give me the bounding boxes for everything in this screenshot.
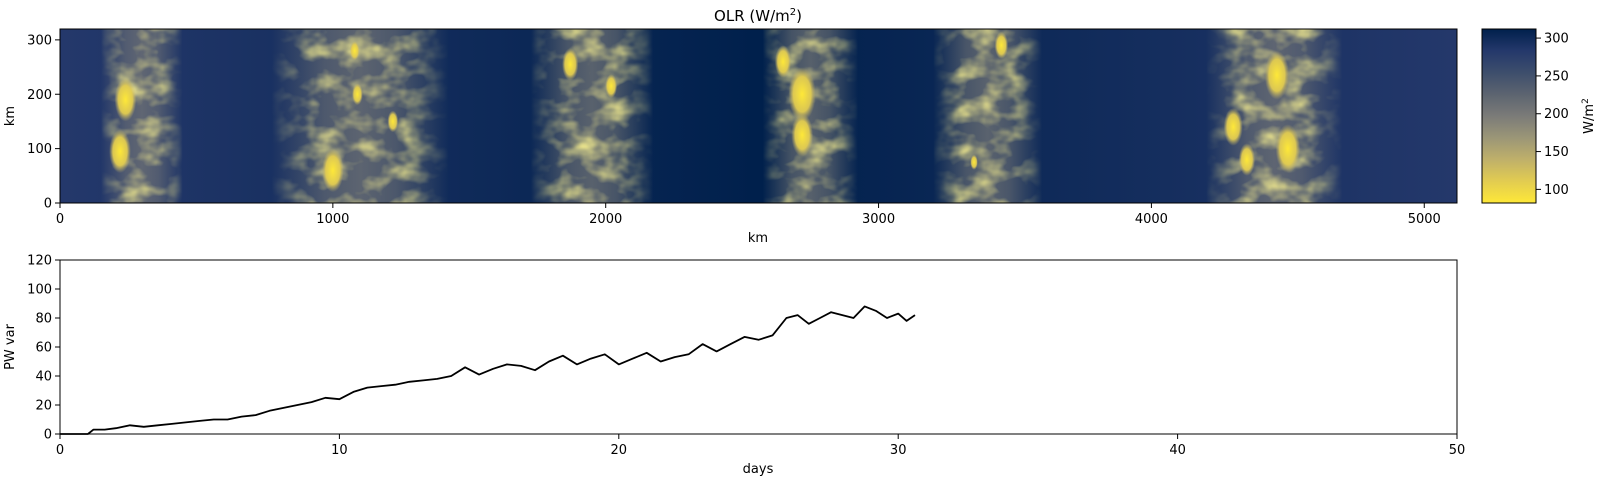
heatmap-cloud-texture bbox=[60, 29, 1457, 203]
line-chart-ytick-label: 120 bbox=[27, 254, 52, 269]
colorbar-tick-label: 100 bbox=[1544, 183, 1569, 198]
convective-cell bbox=[1223, 107, 1243, 146]
heatmap-xlabel: km bbox=[748, 231, 768, 246]
convective-cell bbox=[791, 113, 814, 157]
heatmap-title-superscript: 2 bbox=[790, 7, 796, 18]
colorbar-gradient bbox=[1481, 28, 1537, 204]
heatmap-ylabel: km bbox=[3, 106, 18, 126]
pw-var-series-line bbox=[60, 305, 916, 435]
convective-cell bbox=[1264, 50, 1290, 100]
line-chart-ytick-label: 0 bbox=[44, 428, 52, 443]
convective-cell bbox=[970, 154, 978, 170]
heatmap-xtick-label: 4000 bbox=[1135, 212, 1168, 227]
olr-heatmap-panel: OLR (W/m2) 0 1000 2000 3000 4000 5000 0 100 200… bbox=[3, 7, 1458, 246]
colorbar: 100 150 200 250 300 W/m2 bbox=[1481, 28, 1597, 204]
heatmap-ytick-label: 200 bbox=[27, 88, 52, 103]
line-chart-ytick-label: 80 bbox=[35, 312, 52, 327]
line-chart-xtick-label: 50 bbox=[1449, 443, 1466, 458]
convective-cell bbox=[605, 74, 618, 99]
line-chart-xtick-label: 10 bbox=[331, 443, 348, 458]
heatmap-ytick-label: 100 bbox=[27, 142, 52, 157]
colorbar-tick-label: 200 bbox=[1544, 107, 1569, 122]
line-chart-xtick-label: 30 bbox=[890, 443, 907, 458]
convective-cell bbox=[387, 110, 399, 133]
heatmap-xtick-label: 1000 bbox=[316, 212, 349, 227]
heatmap-ytick-label: 300 bbox=[27, 33, 52, 48]
line-chart-ylabel: PW var bbox=[3, 323, 18, 369]
line-chart-xlabel: days bbox=[743, 462, 774, 477]
heatmap-xtick-label: 0 bbox=[56, 212, 64, 227]
convective-cell bbox=[349, 40, 360, 61]
convective-cell bbox=[788, 67, 816, 122]
convective-cell bbox=[994, 31, 1009, 59]
colorbar-label: W/m2 bbox=[1581, 98, 1597, 134]
line-chart-xtick-label: 0 bbox=[56, 443, 64, 458]
heatmap-ytick-label: 0 bbox=[44, 197, 52, 212]
colorbar-tick-label: 300 bbox=[1544, 32, 1569, 47]
convective-cell bbox=[351, 83, 363, 106]
convective-cell bbox=[562, 48, 579, 81]
convective-cell bbox=[114, 77, 137, 122]
line-chart-ytick-label: 60 bbox=[35, 341, 52, 356]
colorbar-tick-label: 150 bbox=[1544, 145, 1569, 160]
heatmap-title: OLR (W/m2) bbox=[714, 7, 802, 25]
convective-cell bbox=[109, 129, 131, 174]
convective-cell bbox=[1275, 124, 1301, 174]
colorbar-label-superscript: 2 bbox=[1581, 98, 1591, 104]
line-chart-frame bbox=[59, 259, 1458, 435]
heatmap-xtick-label: 5000 bbox=[1408, 212, 1441, 227]
line-chart-xtick-label: 20 bbox=[611, 443, 628, 458]
colorbar-tick-label: 250 bbox=[1544, 69, 1569, 84]
heatmap-xtick-label: 3000 bbox=[862, 212, 895, 227]
heatmap-image bbox=[60, 29, 1457, 203]
line-chart-xtick-label: 40 bbox=[1169, 443, 1186, 458]
line-chart-ytick-label: 40 bbox=[35, 370, 52, 385]
convective-cell bbox=[321, 148, 344, 193]
heatmap-frame bbox=[59, 28, 1458, 204]
heatmap-xtick-label: 2000 bbox=[589, 212, 622, 227]
line-chart-ytick-label: 100 bbox=[27, 283, 52, 298]
convective-cell bbox=[1238, 143, 1256, 176]
pw-var-line-panel: 0 10 20 30 40 50 0 20 40 60 80 100 120 days PW var bbox=[3, 254, 1465, 478]
line-chart-ytick-label: 20 bbox=[35, 399, 52, 414]
convective-cell bbox=[774, 45, 792, 78]
